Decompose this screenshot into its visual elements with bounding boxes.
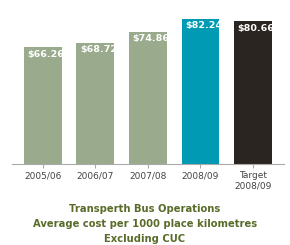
Bar xyxy=(182,19,219,164)
Bar xyxy=(234,21,272,164)
Bar xyxy=(24,47,62,164)
Text: $80.66: $80.66 xyxy=(238,24,275,33)
Text: $74.86: $74.86 xyxy=(133,34,170,43)
Bar xyxy=(129,32,167,164)
Text: $66.26: $66.26 xyxy=(28,49,65,59)
Text: $82.24: $82.24 xyxy=(185,21,222,30)
Bar xyxy=(77,43,114,164)
Text: Transperth Bus Operations
Average cost per 1000 place kilometres
Excluding CUC: Transperth Bus Operations Average cost p… xyxy=(33,204,257,244)
Text: $68.72: $68.72 xyxy=(80,45,117,54)
